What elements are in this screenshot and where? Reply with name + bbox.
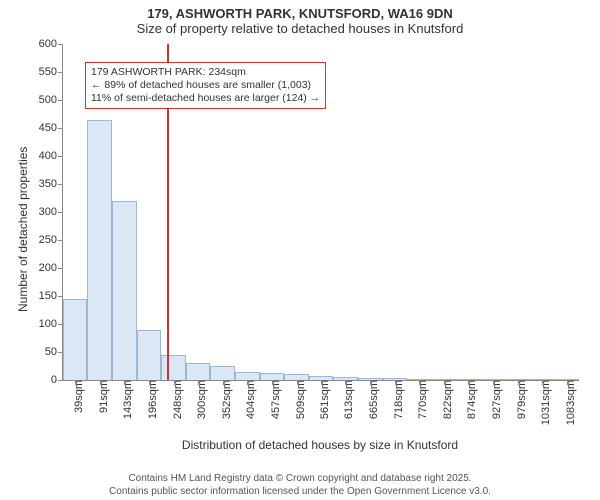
x-tick-label: 509sqm (293, 380, 307, 419)
x-tick-label: 927sqm (489, 380, 503, 419)
callout-line: 179 ASHWORTH PARK: 234sqm (91, 66, 320, 79)
y-tick-mark (58, 268, 63, 269)
histogram-bar (87, 120, 111, 380)
x-tick-label: 874sqm (464, 380, 478, 419)
chart-title-line2: Size of property relative to detached ho… (0, 21, 600, 40)
x-tick-label: 248sqm (170, 380, 184, 419)
y-tick-mark (58, 156, 63, 157)
x-tick-label: 404sqm (243, 380, 257, 419)
footer-line1: Contains HM Land Registry data © Crown c… (0, 473, 600, 486)
x-axis-label: Distribution of detached houses by size … (62, 438, 578, 452)
y-tick-mark (58, 128, 63, 129)
x-tick-label: 143sqm (120, 380, 134, 419)
chart-container: 179, ASHWORTH PARK, KNUTSFORD, WA16 9DN … (0, 0, 600, 500)
footer-line2: Contains public sector information licen… (0, 486, 600, 499)
x-tick-label: 718sqm (391, 380, 405, 419)
callout-line: 11% of semi-detached houses are larger (… (91, 92, 320, 105)
y-tick-mark (58, 100, 63, 101)
y-tick-mark (58, 240, 63, 241)
x-tick-label: 196sqm (145, 380, 159, 419)
y-tick-mark (58, 44, 63, 45)
x-tick-label: 457sqm (268, 380, 282, 419)
x-tick-label: 91sqm (96, 380, 110, 413)
y-axis-label: Number of detached properties (16, 147, 30, 312)
histogram-bar (210, 366, 234, 380)
x-tick-label: 1031sqm (538, 380, 552, 425)
histogram-bar (260, 373, 284, 380)
x-tick-label: 1083sqm (563, 380, 577, 425)
x-tick-label: 300sqm (194, 380, 208, 419)
callout-line: ← 89% of detached houses are smaller (1,… (91, 79, 320, 92)
x-tick-label: 561sqm (317, 380, 331, 419)
histogram-bar (161, 355, 185, 380)
x-tick-label: 613sqm (341, 380, 355, 419)
histogram-bar (112, 201, 137, 380)
x-tick-label: 352sqm (219, 380, 233, 419)
histogram-bar (63, 299, 87, 380)
y-tick-mark (58, 184, 63, 185)
x-tick-label: 979sqm (514, 380, 528, 419)
x-tick-label: 39sqm (71, 380, 85, 413)
y-tick-mark (58, 380, 63, 381)
histogram-bar (186, 363, 210, 380)
histogram-bar (137, 330, 161, 380)
plot-area: 05010015020025030035040045050055060039sq… (62, 44, 579, 381)
callout-box: 179 ASHWORTH PARK: 234sqm← 89% of detach… (85, 62, 326, 109)
chart-title-line1: 179, ASHWORTH PARK, KNUTSFORD, WA16 9DN (0, 0, 600, 21)
x-tick-label: 770sqm (415, 380, 429, 419)
x-tick-label: 822sqm (440, 380, 454, 419)
x-tick-label: 665sqm (366, 380, 380, 419)
histogram-bar (235, 372, 260, 380)
y-tick-mark (58, 72, 63, 73)
chart-footer: Contains HM Land Registry data © Crown c… (0, 473, 600, 498)
y-tick-mark (58, 296, 63, 297)
y-tick-mark (58, 212, 63, 213)
